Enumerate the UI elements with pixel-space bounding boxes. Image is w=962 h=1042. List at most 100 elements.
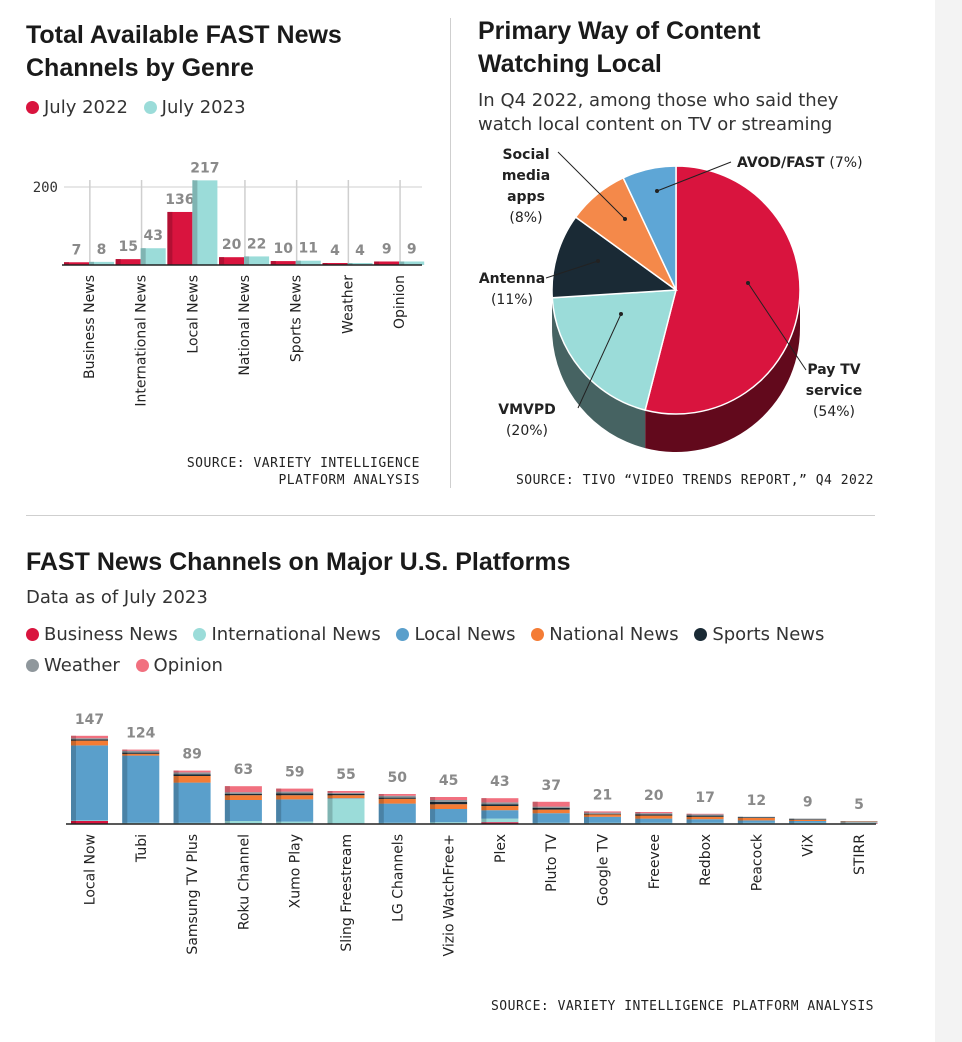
total-label-local-now: 147 [75, 712, 104, 728]
stack-shade-samsung-tv-plus-local-news [173, 782, 179, 823]
y-tick-label: 200 [33, 180, 58, 196]
stack-shade-plex-international-news [481, 818, 487, 823]
legend-label-sports-news: Sports News [712, 624, 825, 645]
pie-label-name: AVOD/FAST [737, 155, 829, 171]
bar-sports-news-july-2022 [270, 261, 296, 265]
stack-pluto-tv-opinion [532, 801, 570, 807]
stack-shade-tubi-local-news [122, 755, 128, 823]
category-label-opinion: Opinion [392, 275, 408, 329]
platforms-chart-title: FAST News Channels on Major U.S. Platfor… [26, 548, 571, 576]
stack-shade-plex-business-news [481, 822, 487, 824]
stack-redbox-opinion [686, 813, 724, 815]
stack-shade-redbox-sports-news [686, 815, 692, 817]
total-label-peacock: 12 [747, 793, 766, 809]
stack-vizio-watchfree-weather [430, 800, 468, 802]
stack-stirr-national-news [840, 821, 878, 823]
stack-shade-samsung-tv-plus-opinion [173, 770, 179, 773]
total-label-sling-freestream: 55 [336, 767, 355, 783]
stack-samsung-tv-plus-international-news [173, 822, 211, 824]
legend-label-july-2023: July 2023 [161, 97, 246, 118]
value-label-national-news-july-2023: 22 [247, 236, 266, 252]
stack-shade-pluto-tv-local-news [532, 813, 538, 823]
stack-freevee-international-news [635, 822, 673, 824]
stack-shade-vizio-watchfree-sports-news [430, 801, 436, 805]
bar-international-news-july-2022 [115, 259, 141, 265]
stack-shade-local-now-local-news [71, 745, 76, 821]
stack-shade-google-tv-sports-news [584, 813, 589, 815]
platform-label-google-tv: Google TV [596, 834, 612, 906]
pie-label-name: service [806, 383, 862, 399]
stack-plex-national-news [481, 806, 519, 811]
legend-swatch-national-news [531, 628, 545, 641]
stack-freevee-opinion [635, 812, 673, 814]
stack-shade-lg-channels-weather [378, 795, 384, 798]
stack-vix-international-news [789, 822, 827, 824]
stack-shade-xumo-play-opinion [276, 788, 282, 792]
stack-shade-lg-channels-local-news [378, 803, 384, 823]
stack-vix-sports-news [789, 819, 827, 820]
stack-tubi-local-news [122, 755, 160, 823]
pie-slice-vmvpd [551, 289, 677, 412]
stack-samsung-tv-plus-weather [173, 772, 211, 775]
stack-shade-vix-national-news [789, 819, 795, 821]
stack-shade-xumo-play-local-news [276, 799, 282, 822]
stack-google-tv-international-news [584, 822, 621, 824]
total-label-xumo-play: 59 [285, 765, 304, 781]
stack-shade-google-tv-local-news [584, 816, 589, 823]
stack-shade-samsung-tv-plus-national-news [173, 776, 179, 783]
value-label-business-news-july-2023: 8 [97, 242, 107, 258]
stack-shade-sling-freestream-weather [327, 792, 333, 794]
platform-label-plex: Plex [493, 834, 509, 863]
stack-freevee-local-news [635, 818, 673, 823]
stack-plex-weather [481, 802, 519, 805]
stack-stirr-local-news [840, 822, 878, 823]
stack-vizio-watchfree-opinion [430, 797, 468, 800]
stack-google-tv-local-news [584, 816, 621, 823]
stack-roku-channel-opinion [224, 786, 262, 793]
category-label-weather: Weather [340, 275, 356, 334]
legend-item-national-news: National News [531, 619, 679, 650]
category-label-local-news: Local News [185, 275, 201, 354]
stack-lg-channels-weather [378, 795, 416, 798]
stack-pluto-tv-local-news [532, 813, 570, 823]
platform-label-vizio-watchfree: Vizio WatchFree+ [442, 834, 458, 956]
bar-shade-sports-news-july-2022 [270, 261, 276, 265]
stack-shade-pluto-tv-national-news [532, 809, 538, 814]
bar-opinion-july-2023 [399, 261, 425, 265]
stack-sling-freestream-local-news [327, 798, 365, 799]
stack-redbox-national-news [686, 816, 724, 820]
legend-label-opinion: Opinion [153, 655, 223, 676]
legend-label-national-news: National News [549, 624, 679, 645]
legend-swatch-july-2022 [26, 101, 39, 114]
leader-line-social-media-apps [557, 151, 626, 220]
vertical-divider [450, 18, 451, 488]
total-label-lg-channels: 50 [388, 770, 408, 786]
stack-shade-lg-channels-international-news [378, 822, 384, 824]
stack-shade-samsung-tv-plus-weather [173, 772, 179, 775]
bar-shade-national-news-july-2023 [244, 256, 250, 265]
total-label-google-tv: 21 [593, 787, 612, 803]
stack-xumo-play-sports-news [276, 793, 314, 796]
pie-label-value: (8%) [509, 210, 542, 226]
stack-xumo-play-opinion [276, 788, 314, 792]
stack-shade-xumo-play-national-news [276, 795, 282, 800]
stack-shade-google-tv-international-news [584, 822, 589, 824]
stack-tubi-weather [122, 750, 160, 753]
leader-dot-avod-fast [655, 189, 659, 193]
stack-lg-channels-local-news [378, 803, 416, 823]
legend-item-july-2022: July 2022 [26, 92, 128, 123]
legend-label-local-news: Local News [414, 624, 516, 645]
pie-chart-title: Primary Way of Content Watching Local [478, 17, 761, 78]
stack-shade-plex-weather [481, 802, 487, 805]
stack-shade-roku-channel-opinion [224, 786, 230, 793]
stack-roku-channel-international-news [224, 821, 262, 824]
stack-samsung-tv-plus-local-news [173, 782, 211, 823]
stack-shade-redbox-local-news [686, 819, 692, 823]
stack-shade-vizio-watchfree-international-news [430, 822, 436, 824]
bar-shade-national-news-july-2022 [219, 257, 225, 265]
stack-shade-stirr-weather [840, 821, 846, 822]
genre-legend: July 2022 July 2023 [26, 92, 256, 123]
stack-shade-freevee-international-news [635, 822, 641, 824]
stack-shade-xumo-play-sports-news [276, 793, 282, 796]
legend-swatch-july-2023 [143, 101, 157, 114]
